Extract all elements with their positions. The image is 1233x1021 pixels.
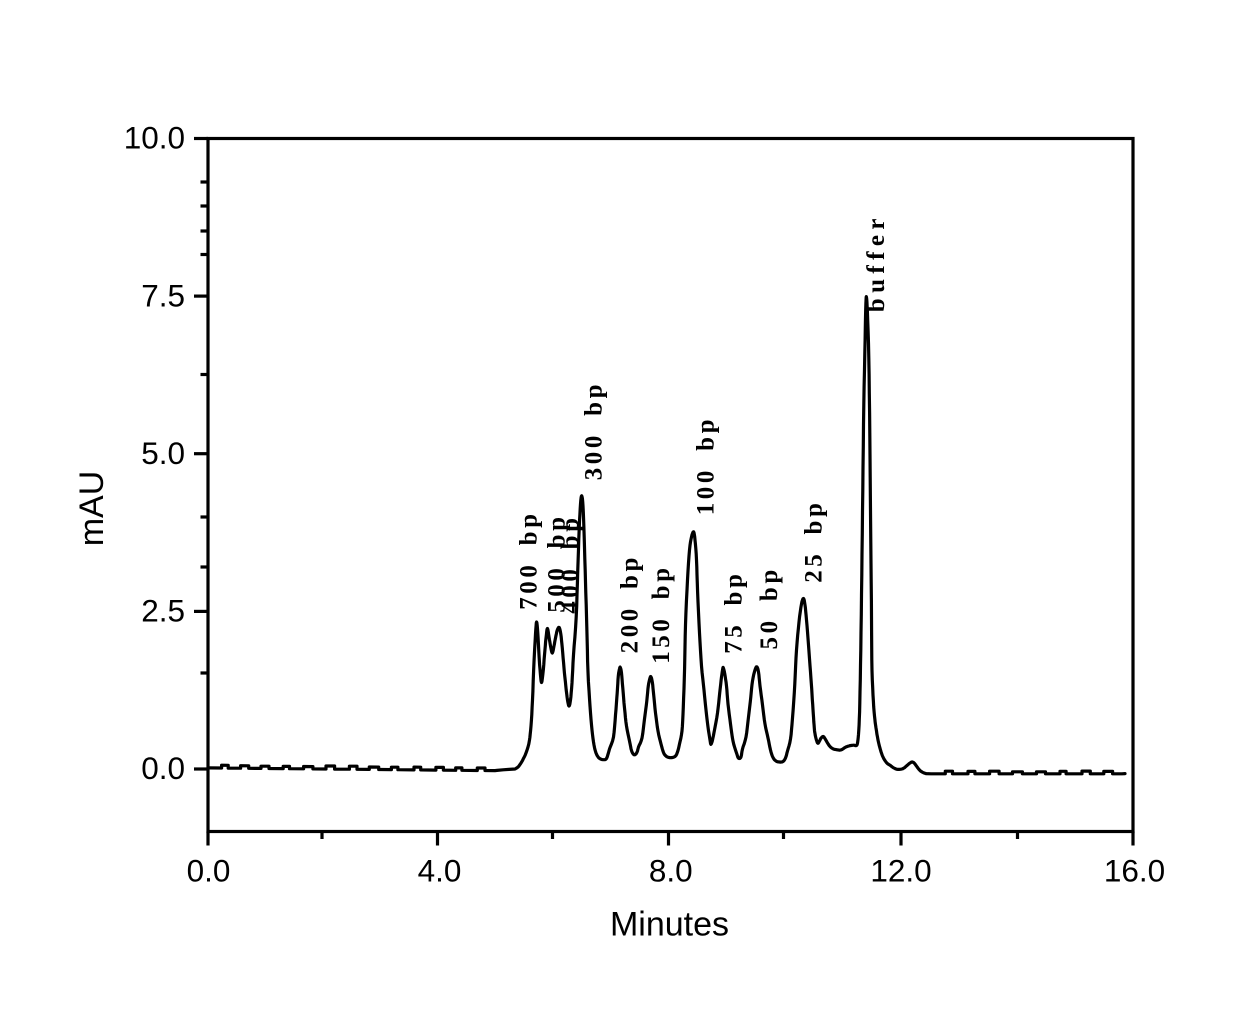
svg-text:buffer: buffer xyxy=(863,213,890,312)
svg-text:500 bp: 500 bp xyxy=(543,513,570,612)
svg-text:5.0: 5.0 xyxy=(141,435,185,471)
svg-text:150 bp: 150 bp xyxy=(648,564,675,663)
svg-text:25 bp: 25 bp xyxy=(801,499,828,582)
svg-text:100 bp: 100 bp xyxy=(692,416,719,515)
svg-text:Minutes: Minutes xyxy=(610,906,729,944)
svg-text:0.0: 0.0 xyxy=(187,853,231,889)
svg-text:400 bp: 400 bp xyxy=(557,514,584,613)
svg-text:10.0: 10.0 xyxy=(124,120,185,156)
svg-text:0.0: 0.0 xyxy=(141,750,185,786)
svg-text:16.0: 16.0 xyxy=(1104,853,1165,889)
svg-text:75 bp: 75 bp xyxy=(720,570,747,653)
svg-text:4.0: 4.0 xyxy=(418,853,462,889)
svg-text:7.5: 7.5 xyxy=(141,277,185,313)
svg-text:8.0: 8.0 xyxy=(649,853,693,889)
svg-text:700 bp: 700 bp xyxy=(515,510,542,609)
svg-text:300 bp: 300 bp xyxy=(580,381,607,480)
svg-text:200 bp: 200 bp xyxy=(617,554,644,653)
svg-text:50 bp: 50 bp xyxy=(756,566,783,649)
svg-text:mAU: mAU xyxy=(73,471,111,547)
svg-text:2.5: 2.5 xyxy=(141,593,185,629)
svg-text:12.0: 12.0 xyxy=(870,853,931,889)
